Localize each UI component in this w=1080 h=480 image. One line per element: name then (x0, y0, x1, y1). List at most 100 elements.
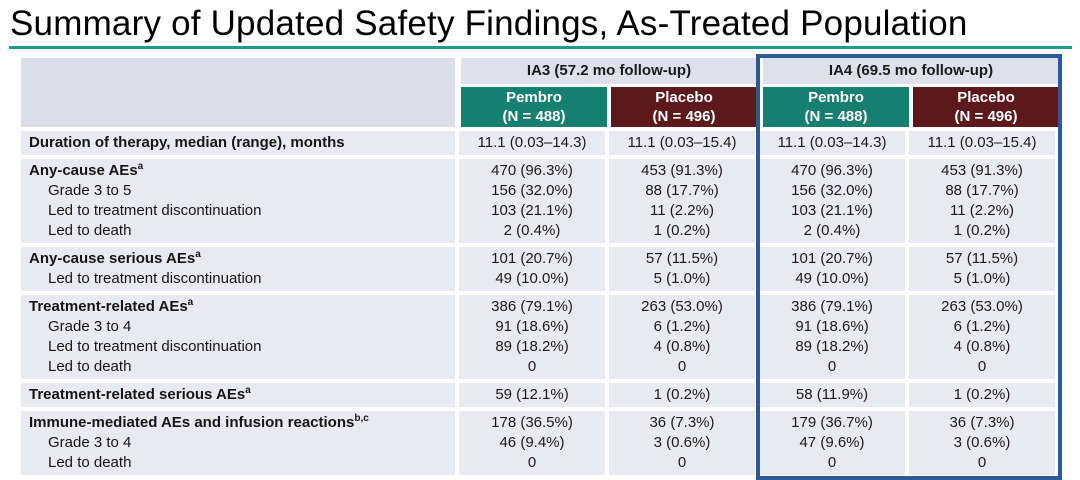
cell-value: 88 (17.7%) (945, 182, 1019, 199)
cell-value: 0 (527, 454, 537, 471)
column-values: 11.1 (0.03–15.4) (609, 131, 755, 155)
table-header: IA3 (57.2 mo follow-up) Pembro (N = 488)… (21, 58, 1059, 127)
treatment-label: Pembro (506, 89, 562, 106)
cell-value: 0 (827, 358, 837, 375)
row-label: Led to death (48, 358, 132, 375)
row-label: Led to death (48, 222, 132, 239)
cell-value: 101 (20.7%) (791, 250, 873, 267)
cell-value: 46 (9.4%) (499, 434, 565, 451)
row-label-block: Any-cause serious AEsa Led to treatment d… (21, 247, 455, 291)
row-label-block: Any-cause AEsa Grade 3 to 5 Led to treatme… (21, 159, 455, 243)
column-values: 386 (79.1%) 91 (18.6%) 89 (18.2%) 0 (759, 295, 905, 379)
cell-value: 91 (18.6%) (795, 318, 869, 335)
column-values: 453 (91.3%) 88 (17.7%) 11 (2.2%) 1 (0.2%) (909, 159, 1055, 243)
treatment-label: Placebo (957, 89, 1015, 106)
cell-value: 263 (53.0%) (941, 298, 1023, 315)
cell-value: 156 (32.0%) (791, 182, 873, 199)
col-header-ia3-placebo: Placebo (N = 496) (611, 87, 757, 127)
cell-value: 11.1 (0.03–14.3) (477, 134, 587, 151)
cell-value: 89 (18.2%) (795, 338, 869, 355)
row-label-block: Immune-mediated AEs and infusion reactio… (21, 411, 455, 475)
cell-value: 1 (0.2%) (953, 222, 1011, 239)
cell-value: 0 (677, 358, 687, 375)
column-values: 1 (0.2%) (609, 383, 755, 407)
ia3-band: IA3 (57.2 mo follow-up) (461, 58, 757, 84)
row-label: Any-cause AEsa (29, 161, 144, 180)
cell-value: 11.1 (0.03–15.4) (927, 134, 1037, 151)
cell-value: 36 (7.3%) (949, 414, 1015, 431)
col-header-ia4-pembro: Pembro (N = 488) (763, 87, 909, 127)
cell-value: 0 (827, 454, 837, 471)
title-underline (9, 46, 1072, 49)
cell-value: 453 (91.3%) (941, 162, 1023, 179)
page-title: Summary of Updated Safety Findings, As-T… (10, 4, 968, 43)
cell-value: 0 (977, 358, 987, 375)
row-label: Led to treatment discontinuation (48, 270, 262, 287)
column-values: 59 (12.1%) (459, 383, 605, 407)
cell-value: 11.1 (0.03–15.4) (627, 134, 737, 151)
corner-cell (21, 58, 455, 127)
row-label-block: Treatment-related serious AEsa (21, 383, 455, 407)
column-values: 453 (91.3%) 88 (17.7%) 11 (2.2%) 1 (0.2%) (609, 159, 755, 243)
cell-value: 47 (9.6%) (799, 434, 865, 451)
cell-value: 4 (0.8%) (653, 338, 711, 355)
cell-value: 0 (977, 454, 987, 471)
column-values: 11.1 (0.03–15.4) (909, 131, 1055, 155)
column-values: 178 (36.5%) 46 (9.4%) 0 (459, 411, 605, 475)
column-values: 1 (0.2%) (909, 383, 1055, 407)
cell-value: 6 (1.2%) (953, 318, 1011, 335)
row-label: Grade 3 to 4 (48, 318, 132, 335)
table-row-group: Treatment-related AEsa Grade 3 to 4 Led to… (21, 295, 1057, 379)
row-label-block: Treatment-related AEsa Grade 3 to 4 Led to… (21, 295, 455, 379)
column-values: 386 (79.1%) 91 (18.6%) 89 (18.2%) 0 (459, 295, 605, 379)
cell-value: 89 (18.2%) (495, 338, 569, 355)
cell-value: 49 (10.0%) (795, 270, 869, 287)
row-label: Led to treatment discontinuation (48, 338, 262, 355)
cell-value: 3 (0.6%) (653, 434, 711, 451)
n-label: (N = 488) (502, 108, 566, 125)
cell-value: 57 (11.5%) (945, 250, 1019, 267)
row-label: Duration of therapy, median (range), mon… (29, 134, 345, 151)
column-values: 11.1 (0.03–14.3) (459, 131, 605, 155)
cell-value: 11.1 (0.03–14.3) (777, 134, 887, 151)
column-group-ia4: IA4 (69.5 mo follow-up) Pembro (N = 488)… (763, 58, 1059, 127)
column-group-ia3: IA3 (57.2 mo follow-up) Pembro (N = 488)… (461, 58, 757, 127)
table-row-group: Immune-mediated AEs and infusion reactio… (21, 411, 1057, 475)
cell-value: 36 (7.3%) (649, 414, 715, 431)
table-row-group: Treatment-related serious AEsa 59 (12.1%)… (21, 383, 1057, 407)
col-header-ia3-pembro: Pembro (N = 488) (461, 87, 607, 127)
cell-value: 470 (96.3%) (791, 162, 873, 179)
row-label: Led to death (48, 454, 132, 471)
cell-value: 0 (527, 358, 537, 375)
column-values: 263 (53.0%) 6 (1.2%) 4 (0.8%) 0 (609, 295, 755, 379)
cell-value: 2 (0.4%) (803, 222, 861, 239)
cell-value: 103 (21.1%) (491, 202, 573, 219)
ia4-band: IA4 (69.5 mo follow-up) (763, 58, 1059, 84)
treatment-label: Pembro (808, 89, 864, 106)
table-row-group: Any-cause serious AEsa Led to treatment d… (21, 247, 1057, 291)
row-label: Grade 3 to 4 (48, 434, 132, 451)
cell-value: 1 (0.2%) (953, 386, 1011, 403)
cell-value: 59 (12.1%) (495, 386, 569, 403)
cell-value: 49 (10.0%) (495, 270, 569, 287)
n-label: (N = 496) (652, 108, 716, 125)
treatment-label: Placebo (655, 89, 713, 106)
table-row-group: Any-cause AEsa Grade 3 to 5 Led to treatme… (21, 159, 1057, 243)
cell-value: 470 (96.3%) (491, 162, 573, 179)
cell-value: 3 (0.6%) (953, 434, 1011, 451)
row-label: Any-cause serious AEsa (29, 249, 201, 268)
column-values: 58 (11.9%) (759, 383, 905, 407)
cell-value: 103 (21.1%) (791, 202, 873, 219)
column-values: 57 (11.5%) 5 (1.0%) (909, 247, 1055, 291)
column-values: 101 (20.7%) 49 (10.0%) (759, 247, 905, 291)
cell-value: 91 (18.6%) (495, 318, 569, 335)
row-label: Treatment-related AEsa (29, 297, 194, 316)
cell-value: 263 (53.0%) (641, 298, 723, 315)
cell-value: 386 (79.1%) (791, 298, 873, 315)
column-values: 470 (96.3%) 156 (32.0%) 103 (21.1%) 2 (0.4%… (759, 159, 905, 243)
cell-value: 11 (2.2%) (650, 202, 714, 219)
column-values: 179 (36.7%) 47 (9.6%) 0 (759, 411, 905, 475)
column-values: 57 (11.5%) 5 (1.0%) (609, 247, 755, 291)
row-label: Led to treatment discontinuation (48, 202, 262, 219)
